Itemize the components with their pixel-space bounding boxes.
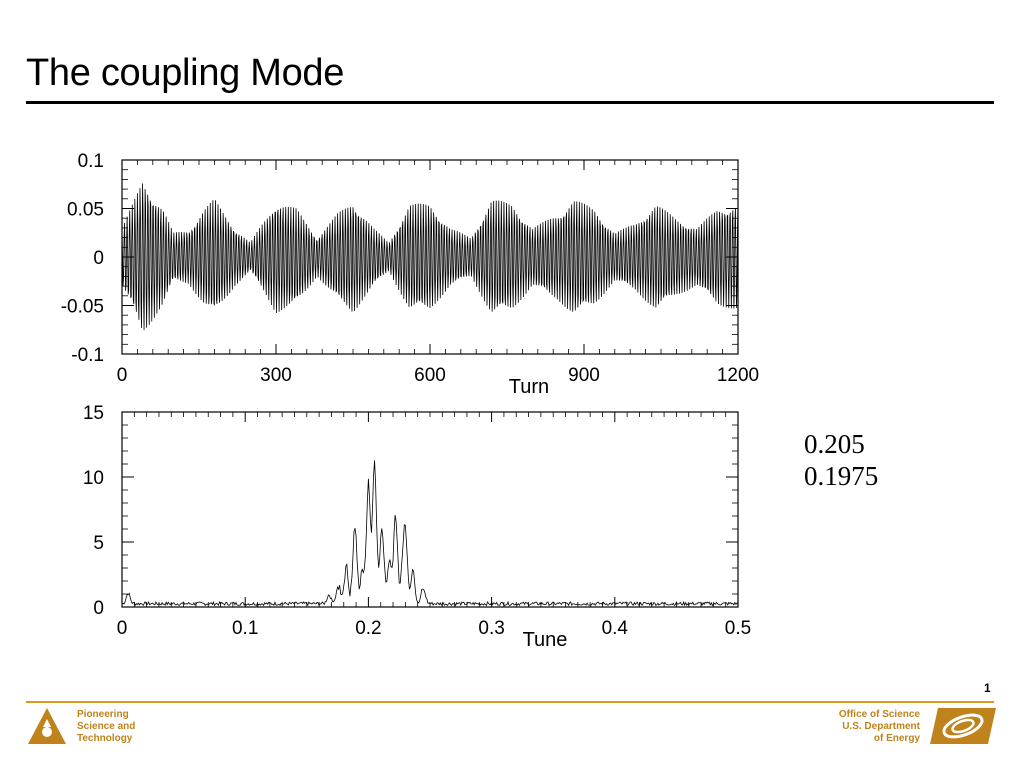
footer-right-text: Office of Science U.S. Department of Ene…	[839, 709, 920, 745]
tune-chart-x-tick-label: 0.4	[602, 618, 629, 639]
footer-right-line: U.S. Department	[842, 721, 920, 732]
turn-chart-x-tick-label: 900	[568, 365, 600, 386]
turn-chart-y-tick-label: -0.1	[71, 345, 104, 366]
turn-chart-y-tick-label: 0.05	[67, 200, 104, 221]
turn-chart-x-tick-label: 0	[117, 365, 128, 386]
tune-chart-y-tick-label: 10	[83, 468, 104, 489]
turn-chart-y-tick-label: 0	[93, 248, 104, 269]
tune-spectrum-line	[121, 460, 739, 607]
tune-chart-y-tick-labels: 15 10 5 0	[83, 403, 104, 619]
doe-office-of-science-logo-icon	[930, 708, 996, 744]
footer-left-line: Pioneering	[77, 709, 129, 720]
tune-chart-x-tick-labels: 0 0.1 0.2 0.3 0.4 0.5	[117, 618, 752, 639]
tune-axis-label: Tune	[523, 629, 568, 651]
tune-values-annotation: 0.205 0.1975	[804, 428, 878, 492]
footer-right-line: Office of Science	[838, 709, 920, 720]
title-underline	[26, 101, 994, 104]
tune-chart-x-tick-label: 0.3	[478, 618, 504, 639]
tune-spectrum-chart: 0 0.1 0.2 0.3 0.4 0.5 15 10 5 0 Tune	[83, 403, 751, 651]
tune-value-2: 0.1975	[804, 461, 879, 491]
tune-chart-frame	[121, 411, 739, 608]
slide-title: The coupling Mode	[26, 52, 345, 94]
footer-left-text: Pioneering Science and Technology	[77, 709, 135, 745]
turn-chart-x-tick-label: 600	[414, 365, 446, 386]
turn-signal-chart: 0 300 600 900 1200 0.1 0.05 0 -0.05 -0.1 Turn	[61, 151, 759, 398]
tune-chart-tick-marks	[121, 411, 739, 608]
turn-chart-y-tick-label: 0.1	[78, 151, 104, 172]
tune-chart-x-tick-label: 0.2	[355, 618, 381, 639]
tune-value-1: 0.205	[804, 429, 865, 459]
turn-chart-y-tick-label: -0.05	[61, 297, 104, 318]
turn-chart-x-tick-labels: 0 300 600 900 1200	[117, 365, 759, 386]
turn-chart-y-tick-labels: 0.1 0.05 0 -0.05 -0.1	[61, 151, 104, 366]
tune-chart-y-tick-label: 15	[83, 403, 104, 424]
footer-left-line: Technology	[77, 733, 133, 744]
turn-axis-label: Turn	[509, 376, 549, 398]
turn-chart-x-tick-label: 1200	[717, 365, 759, 386]
tune-chart-x-tick-label: 0	[117, 618, 128, 639]
tune-chart-x-tick-label: 0.1	[232, 618, 258, 639]
argonne-triangle-logo-icon	[28, 708, 66, 744]
tune-chart-y-tick-label: 5	[93, 533, 104, 554]
turn-signal-line	[121, 183, 739, 331]
footer-divider	[26, 701, 994, 703]
tune-chart-x-tick-label: 0.5	[725, 618, 751, 639]
tune-chart-y-tick-label: 0	[93, 598, 104, 619]
page-number: 1	[984, 681, 991, 695]
turn-chart-frame	[121, 159, 739, 355]
footer-left-line: Science and	[77, 721, 136, 732]
turn-chart-x-tick-label: 300	[260, 365, 292, 386]
footer-right-line: of Energy	[873, 733, 920, 744]
